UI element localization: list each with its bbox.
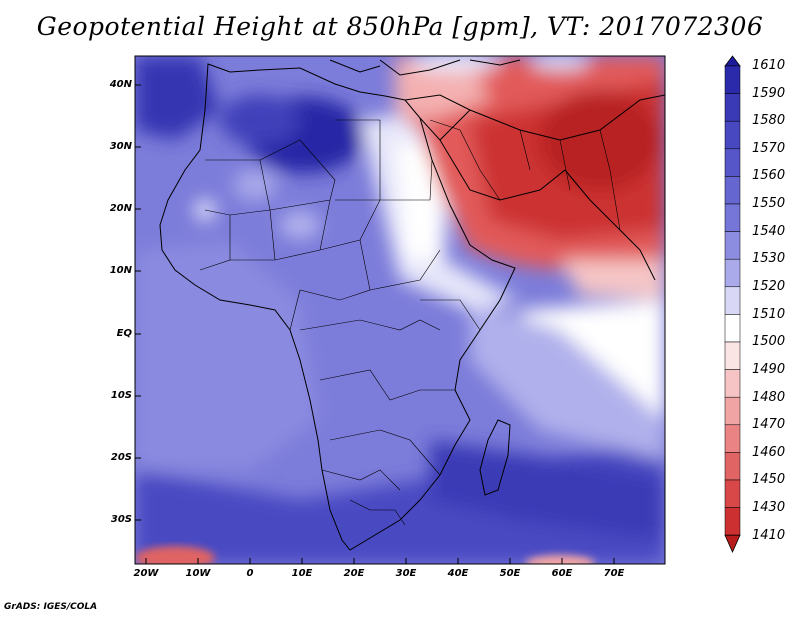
colorbar-swatch <box>724 341 741 370</box>
axis-ticks <box>135 84 615 564</box>
shaded-field <box>135 56 665 564</box>
colorbar-bottom-arrow <box>724 534 741 553</box>
colorbar-label: 1460 <box>752 445 786 460</box>
y-tick-label: 20N <box>109 203 132 214</box>
colorbar-swatch <box>724 231 741 260</box>
y-tick-label: 30S <box>110 514 132 525</box>
colorbar <box>724 55 741 553</box>
colorbar-label: 1500 <box>752 334 786 349</box>
footer-credit: GrADS: IGES/COLA <box>4 602 98 612</box>
colorbar-label: 1520 <box>752 279 786 294</box>
colorbar-top-arrow <box>724 55 741 67</box>
y-tick-label: 30N <box>109 141 132 152</box>
colorbar-label: 1570 <box>752 141 786 156</box>
colorbar-swatch <box>724 203 741 232</box>
colorbar-label: 1510 <box>752 307 786 322</box>
colorbar-swatch <box>724 93 741 122</box>
y-tick-label: 10S <box>110 390 132 401</box>
colorbar-swatch <box>724 369 741 398</box>
colorbar-swatch <box>724 396 741 426</box>
x-tick-label: 20W <box>133 568 159 579</box>
colorbar-label: 1580 <box>752 113 786 128</box>
colorbar-swatch <box>724 258 741 288</box>
colorbar-swatch <box>724 286 741 315</box>
colorbar-swatch <box>724 148 741 177</box>
colorbar-label: 1430 <box>752 500 786 515</box>
colorbar-swatch <box>724 176 741 205</box>
country-borders <box>199 119 621 526</box>
colorbar-label: 1550 <box>752 196 786 211</box>
y-tick-label: EQ <box>116 328 132 339</box>
x-tick-label: 40E <box>447 568 469 579</box>
colorbar-label: 1610 <box>752 58 786 73</box>
x-tick-label: 50E <box>499 568 521 579</box>
y-tick-label: 40N <box>109 79 132 90</box>
x-tick-label: 10W <box>185 568 211 579</box>
x-tick-label: 70E <box>603 568 625 579</box>
colorbar-swatch <box>724 507 741 536</box>
colorbar-swatch <box>724 314 741 343</box>
x-tick-label: 20E <box>343 568 365 579</box>
colorbar-label: 1590 <box>752 86 786 101</box>
y-tick-label: 10N <box>109 265 132 276</box>
colorbar-label: 1480 <box>752 390 786 405</box>
colorbar-swatch <box>724 120 741 150</box>
colorbar-label: 1410 <box>752 528 786 543</box>
colorbar-label: 1530 <box>752 251 786 266</box>
colorbar-label: 1540 <box>752 224 786 239</box>
chart-title: Geopotential Height at 850hPa [gpm], VT:… <box>36 12 764 41</box>
coastline-outline <box>159 59 665 551</box>
colorbar-swatch <box>724 452 741 481</box>
x-tick-label: 0 <box>246 568 254 579</box>
colorbar-label: 1490 <box>752 362 786 377</box>
colorbar-label: 1560 <box>752 168 786 183</box>
x-tick-label: 30E <box>395 568 417 579</box>
colorbar-swatch <box>724 65 741 94</box>
colorbar-label: 1450 <box>752 472 786 487</box>
x-tick-label: 10E <box>291 568 313 579</box>
y-tick-label: 20S <box>110 452 132 463</box>
x-tick-label: 60E <box>551 568 573 579</box>
colorbar-label: 1470 <box>752 417 786 432</box>
map-frame <box>134 55 666 565</box>
colorbar-swatch <box>724 479 741 508</box>
colorbar-swatch <box>724 424 741 453</box>
